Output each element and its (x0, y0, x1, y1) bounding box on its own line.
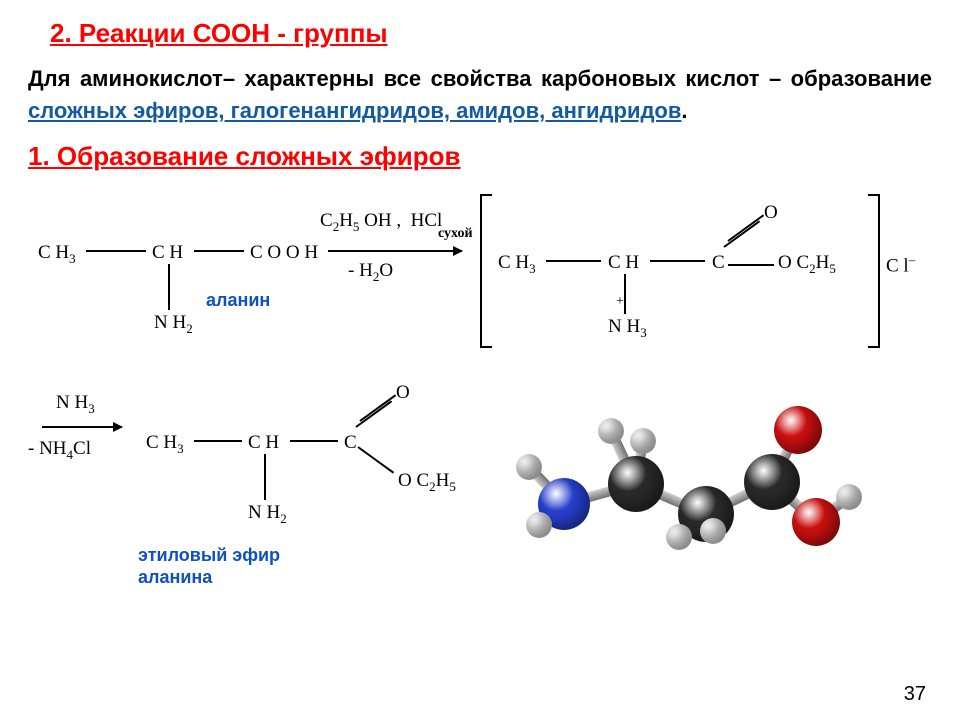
atom-h (666, 524, 692, 550)
bracket-right (868, 194, 880, 348)
atom-c (744, 454, 800, 510)
heading-main: 2. Реакции СООН - группы (50, 18, 932, 49)
bond (727, 214, 764, 241)
atom-h (516, 454, 542, 480)
frag-p-o: O (764, 202, 778, 224)
atom-o (792, 498, 840, 546)
intro-paragraph: Для аминокислот– характерны все свойства… (28, 63, 932, 127)
molecule-3d (538, 400, 878, 590)
frag-ch3: C H3 (38, 242, 76, 267)
bond (290, 440, 338, 442)
frag-minus-h2o: - H2O (348, 260, 393, 285)
frag-plus: + (616, 294, 624, 310)
atom-h (700, 518, 726, 544)
frag2-ch: C H (248, 432, 279, 454)
bond (723, 220, 760, 247)
bond (546, 260, 601, 262)
atom-o (774, 406, 822, 454)
bond (86, 250, 146, 252)
frag-p-c: C (712, 252, 725, 274)
atom-h (526, 512, 552, 538)
bond (359, 394, 396, 421)
arrow-1 (328, 250, 462, 252)
frag-p-oc2h5: O C2H5 (778, 252, 836, 277)
frag2-oc2h5: O C2H5 (398, 470, 456, 495)
frag-cooh: C O O H (250, 242, 318, 264)
frag-ch: C H (152, 242, 183, 264)
page-number: 37 (904, 683, 926, 706)
arrow-2 (42, 426, 122, 428)
link-terms[interactable]: сложных эфиров, галогенангидридов, амидо… (28, 98, 681, 123)
frag-p-nh3: N H3 (608, 316, 647, 341)
bond (194, 440, 242, 442)
para-text-c: . (681, 98, 687, 123)
frag-dry: сухой (438, 226, 473, 242)
frag-nh3-top: N H3 (56, 392, 95, 417)
bond (728, 264, 774, 266)
bond (194, 250, 244, 252)
frag-p-ch3: C H3 (498, 252, 536, 277)
bond (355, 400, 392, 427)
frag-cl: C l– (886, 252, 915, 277)
label-alanine: аланин (206, 290, 270, 311)
atom-h (836, 484, 862, 510)
atom-h (630, 428, 656, 454)
para-text-a: Для аминокислот– характерны все свойства… (28, 66, 932, 91)
label-ethyl-ester: этиловый эфир аланина (138, 544, 338, 589)
bond (168, 264, 170, 310)
atom-c (608, 456, 664, 512)
atom-h (598, 418, 624, 444)
bond (264, 454, 266, 500)
frag2-ch3: C H3 (146, 432, 184, 457)
frag-nh2: N H2 (154, 312, 193, 337)
bond (650, 260, 705, 262)
frag-reagent: C2H5 OH , HCl (320, 210, 442, 235)
frag2-c: C (344, 432, 357, 454)
frag-p-ch: C H (608, 252, 639, 274)
frag2-nh2: N H2 (248, 502, 287, 527)
bond (624, 274, 626, 314)
frag-nh4cl: - NH4Cl (28, 438, 91, 463)
frag2-o: O (396, 382, 410, 404)
chemistry-area: C H3 C H C O O H N H2 аланин C2H5 OH , H… (28, 182, 928, 622)
heading-sub: 1. Образование сложных эфиров (28, 141, 932, 172)
bond (357, 446, 394, 473)
bracket-left (480, 194, 492, 348)
